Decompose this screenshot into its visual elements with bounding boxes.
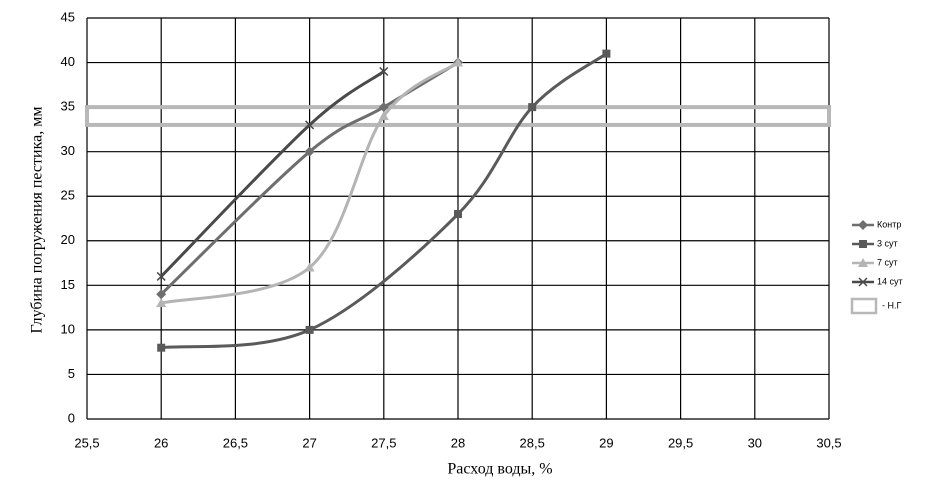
marker — [157, 343, 166, 352]
marker — [378, 102, 389, 113]
norm-band — [85, 105, 831, 127]
legend-label: Контр — [877, 219, 901, 229]
legend-marker — [858, 220, 868, 230]
marker — [454, 210, 462, 219]
marker — [304, 262, 315, 272]
marker — [156, 298, 167, 308]
x-tick-label: 27 — [302, 435, 316, 450]
marker — [305, 120, 315, 130]
legend-band — [850, 297, 878, 315]
legend-label: - Н.Г — [882, 300, 901, 310]
x-tick-label: 29 — [599, 435, 613, 450]
x-tick-label: 30 — [748, 435, 762, 450]
x-tick-label: 28,5 — [520, 435, 545, 450]
x-tick-label: 26,5 — [223, 435, 248, 450]
marker — [528, 103, 537, 112]
legend-label: 7 сут — [877, 257, 898, 267]
marker — [602, 49, 611, 58]
marker — [378, 111, 389, 121]
y-tick-label: 30 — [61, 143, 75, 158]
y-axis-label: Глубина погружения пестика, мм — [29, 107, 46, 334]
y-tick-label: 0 — [68, 410, 75, 425]
x-tick-label: 27,5 — [371, 435, 396, 450]
y-tick-label: 45 — [61, 9, 75, 24]
y-tick-label: 40 — [61, 54, 75, 69]
y-tick-label: 10 — [61, 321, 75, 336]
marker — [305, 325, 314, 334]
y-tick-label: 35 — [61, 99, 75, 114]
marker — [156, 289, 167, 300]
legend-marker — [858, 277, 868, 287]
legend-marker — [858, 258, 868, 267]
x-tick-label: 28 — [451, 435, 465, 450]
line — [160, 61, 459, 296]
marker — [304, 146, 315, 157]
marker — [156, 271, 166, 281]
legend-label: 14 сут — [877, 276, 903, 286]
y-tick-label: 20 — [61, 232, 75, 247]
y-tick-label: 25 — [61, 188, 75, 203]
marker — [453, 57, 463, 67]
marker — [379, 66, 389, 76]
line — [160, 61, 459, 305]
line — [161, 52, 608, 350]
x-tick-label: 30,5 — [816, 435, 841, 450]
line — [160, 70, 385, 278]
x-tick-label: 26 — [154, 435, 168, 450]
legend-label: 3 сут — [877, 238, 898, 248]
y-tick-label: 15 — [61, 277, 75, 292]
y-tick-label: 5 — [68, 366, 75, 381]
legend-marker — [859, 240, 867, 248]
x-axis-label: Расход воды, % — [447, 461, 552, 478]
x-tick-label: 29,5 — [668, 435, 693, 450]
x-tick-label: 25,5 — [74, 435, 99, 450]
